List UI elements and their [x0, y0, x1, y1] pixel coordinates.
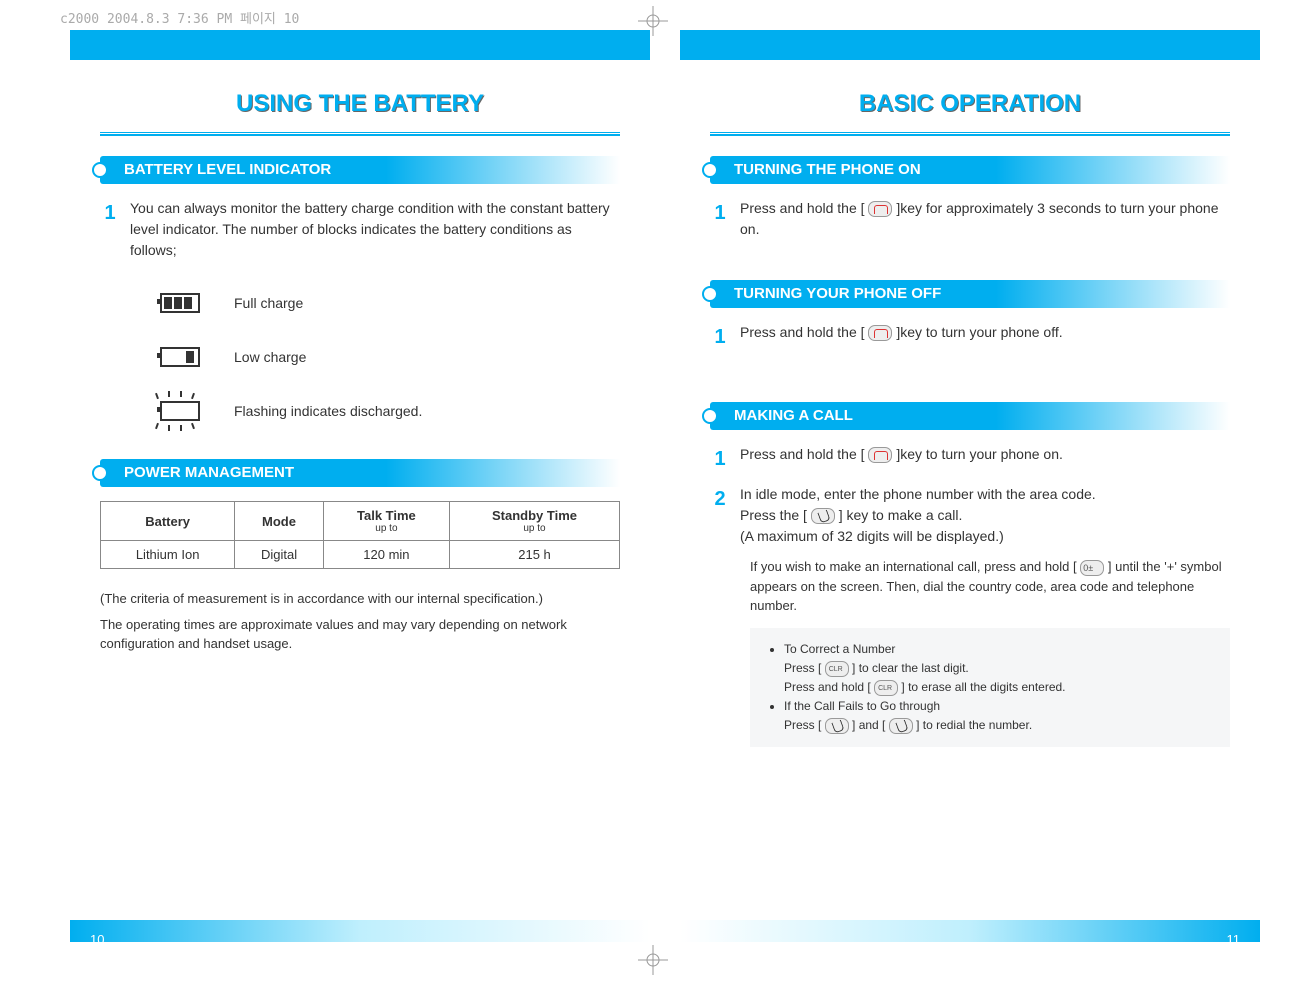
section-turn-off: TURNING YOUR PHONE OFF 1 Press and hold …	[710, 280, 1230, 352]
page-number: 10	[90, 932, 104, 947]
send-key-icon	[889, 718, 913, 734]
tip-correct-number: To Correct a Number Press [ ] to clear t…	[784, 640, 1212, 698]
heading-text: POWER MANAGEMENT	[124, 464, 294, 481]
bullet-icon	[702, 408, 718, 424]
col-talk: Talk Timeup to	[323, 502, 449, 541]
step-text: Press and hold the [ ]key to turn your p…	[740, 444, 1230, 474]
battery-full-label: Full charge	[234, 295, 303, 311]
step-number: 2	[710, 484, 730, 547]
footer-bar	[680, 920, 1260, 942]
step-text: In idle mode, enter the phone number wit…	[740, 484, 1230, 547]
battery-flash-label: Flashing indicates discharged.	[234, 403, 422, 419]
section-heading: TURNING THE PHONE ON	[710, 156, 1230, 184]
step-1: 1 Press and hold the [ ]key to turn your…	[710, 322, 1230, 352]
step-text: You can always monitor the battery charg…	[130, 198, 620, 261]
heading-text: BATTERY LEVEL INDICATOR	[124, 161, 331, 178]
cell-talk: 120 min	[323, 541, 449, 569]
page-footer: 10	[70, 920, 650, 950]
step-number: 1	[710, 322, 730, 352]
section-making-call: MAKING A CALL 1 Press and hold the [ ]ke…	[710, 402, 1230, 747]
spec-note-2: The operating times are approximate valu…	[100, 615, 620, 654]
section-turn-on: TURNING THE PHONE ON 1 Press and hold th…	[710, 156, 1230, 240]
send-key-icon	[811, 508, 835, 524]
bullet-icon	[92, 162, 108, 178]
section-heading: BATTERY LEVEL INDICATOR	[100, 156, 620, 184]
right-page: BASIC OPERATION TURNING THE PHONE ON 1 P…	[680, 30, 1260, 950]
send-key-icon	[825, 718, 849, 734]
step-2: 2 In idle mode, enter the phone number w…	[710, 484, 1230, 547]
power-table: Battery Mode Talk Timeup to Standby Time…	[100, 501, 620, 569]
page-title: BASIC OPERATION	[680, 90, 1260, 118]
left-page: USING THE BATTERY BATTERY LEVEL INDICATO…	[70, 30, 650, 950]
bullet-icon	[92, 465, 108, 481]
battery-state-discharged: Flashing indicates discharged.	[150, 387, 620, 435]
spec-note-1: (The criteria of measurement is in accor…	[100, 589, 620, 609]
page-number: 11	[1227, 932, 1241, 947]
table-row: Lithium Ion Digital 120 min 215 h	[101, 541, 620, 569]
battery-state-low: Low charge	[150, 333, 620, 381]
step-1: 1 You can always monitor the battery cha…	[100, 198, 620, 261]
battery-full-icon	[150, 287, 210, 319]
header-stamp: c2000 2004.8.3 7:36 PM 페이지 10	[60, 8, 299, 27]
tip-call-fails: If the Call Fails to Go through Press [ …	[784, 697, 1212, 735]
battery-low-label: Low charge	[234, 349, 306, 365]
section-heading: TURNING YOUR PHONE OFF	[710, 280, 1230, 308]
battery-state-full: Full charge	[150, 279, 620, 327]
zero-key-icon	[1080, 560, 1104, 576]
clr-key-icon	[825, 661, 849, 677]
clr-key-icon	[874, 680, 898, 696]
col-standby: Standby Timeup to	[450, 502, 620, 541]
tips-box: To Correct a Number Press [ ] to clear t…	[750, 628, 1230, 748]
step-number: 1	[710, 198, 730, 240]
title-rule	[710, 132, 1230, 136]
heading-text: MAKING A CALL	[734, 407, 853, 424]
step-number: 1	[710, 444, 730, 474]
section-heading: POWER MANAGEMENT	[100, 459, 620, 487]
bullet-icon	[702, 162, 718, 178]
section-power-management: POWER MANAGEMENT Battery Mode Talk Timeu…	[100, 459, 620, 569]
col-mode: Mode	[235, 502, 324, 541]
top-color-bar	[680, 30, 1260, 60]
heading-text: TURNING YOUR PHONE OFF	[734, 285, 941, 302]
cell-mode: Digital	[235, 541, 324, 569]
step-1: 1 Press and hold the [ ]key for approxim…	[710, 198, 1230, 240]
page-title: USING THE BATTERY	[70, 90, 650, 118]
end-key-icon	[868, 201, 892, 217]
heading-text: TURNING THE PHONE ON	[734, 161, 921, 178]
international-call-note: If you wish to make an international cal…	[750, 557, 1230, 616]
section-heading: MAKING A CALL	[710, 402, 1230, 430]
footer-bar	[70, 920, 650, 942]
cell-standby: 215 h	[450, 541, 620, 569]
title-rule	[100, 132, 620, 136]
top-color-bar	[70, 30, 650, 60]
step-1: 1 Press and hold the [ ]key to turn your…	[710, 444, 1230, 474]
end-key-icon	[868, 447, 892, 463]
table-header-row: Battery Mode Talk Timeup to Standby Time…	[101, 502, 620, 541]
section-battery-level: BATTERY LEVEL INDICATOR 1 You can always…	[100, 156, 620, 435]
battery-states: Full charge Low charge	[150, 279, 620, 435]
cell-battery: Lithium Ion	[101, 541, 235, 569]
col-battery: Battery	[101, 502, 235, 541]
step-text: Press and hold the [ ]key for approximat…	[740, 198, 1230, 240]
battery-low-icon	[150, 341, 210, 373]
end-key-icon	[868, 325, 892, 341]
step-text: Press and hold the [ ]key to turn your p…	[740, 322, 1230, 352]
bullet-icon	[702, 286, 718, 302]
step-number: 1	[100, 198, 120, 261]
battery-flashing-icon	[150, 395, 210, 427]
page-footer: 11	[680, 920, 1260, 950]
